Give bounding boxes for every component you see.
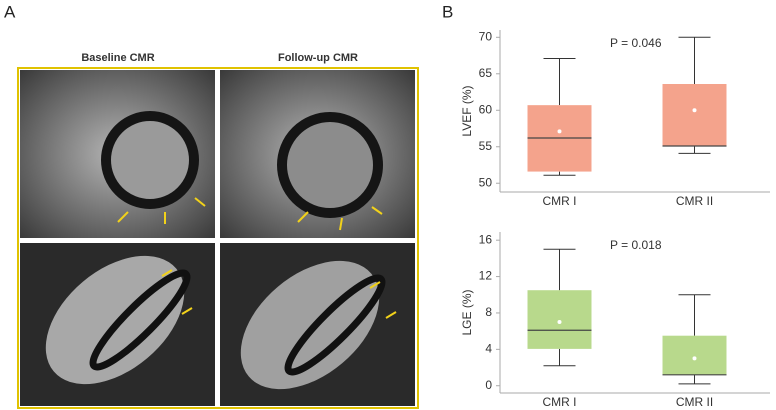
mean-marker bbox=[692, 356, 697, 361]
panel-label: B bbox=[442, 2, 453, 21]
y-tick-label: 50 bbox=[479, 175, 493, 189]
mri-images bbox=[17, 67, 419, 409]
y-tick-label: 4 bbox=[485, 342, 492, 356]
mean-marker bbox=[692, 108, 697, 113]
x-tick-label: CMR II bbox=[676, 395, 713, 409]
x-tick-label: CMR I bbox=[543, 194, 577, 208]
panel-label: A bbox=[4, 2, 16, 21]
annotation: P = 0.018 bbox=[610, 238, 662, 252]
annotation: P = 0.046 bbox=[610, 36, 662, 50]
box bbox=[662, 84, 727, 147]
y-axis-title: LGE (%) bbox=[460, 289, 474, 335]
column-title: Baseline CMR bbox=[81, 52, 154, 64]
x-tick-label: CMR I bbox=[543, 395, 577, 409]
box bbox=[662, 335, 727, 375]
y-tick-label: 70 bbox=[479, 29, 493, 43]
column-title: Follow-up CMR bbox=[278, 52, 358, 64]
y-tick-label: 60 bbox=[479, 102, 493, 116]
mean-marker bbox=[557, 320, 562, 325]
y-tick-label: 8 bbox=[485, 305, 492, 319]
y-axis-title: LVEF (%) bbox=[460, 85, 474, 136]
mean-marker bbox=[557, 129, 562, 134]
box bbox=[527, 290, 592, 349]
y-tick-label: 12 bbox=[479, 269, 493, 283]
y-tick-label: 16 bbox=[479, 232, 493, 246]
y-tick-label: 65 bbox=[479, 66, 493, 80]
y-tick-label: 55 bbox=[479, 139, 493, 153]
x-tick-label: CMR II bbox=[676, 194, 713, 208]
y-tick-label: 0 bbox=[485, 378, 492, 392]
